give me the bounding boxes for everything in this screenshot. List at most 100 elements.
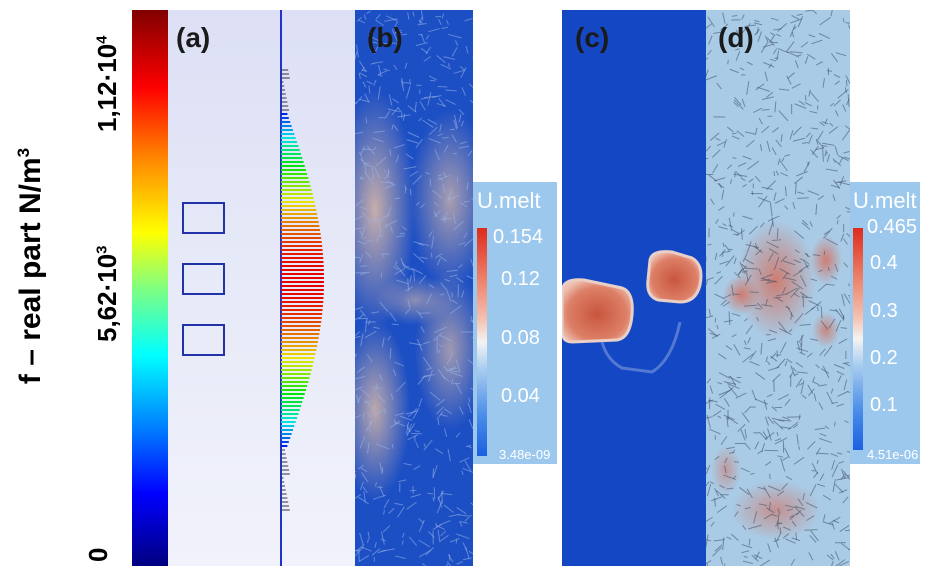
velocity-streak [717,83,722,89]
inductor-coil-2 [183,264,224,294]
panel-b-velocity-field [355,10,473,566]
velocity-streak [811,128,818,129]
velocity-streak [765,462,771,466]
velocity-streak [374,62,383,63]
velocity-streak [759,118,762,124]
velocity-streak [744,340,746,345]
velocity-streak [467,446,472,448]
velocity-streak [717,506,727,513]
velocity-streak [792,84,801,89]
velocity-streak [723,243,724,247]
velocity-streak [746,268,759,269]
velocity-streak [418,118,421,121]
velocity-streak [792,15,799,19]
velocity-streak [784,155,790,157]
velocity-streak [729,218,731,231]
velocity-streak [753,108,761,112]
velocity-streak [832,460,835,470]
velocity-streak [843,497,848,503]
velocity-streak [732,334,737,337]
legend-b-tick-1: 0.12 [501,268,540,291]
velocity-streak [731,534,738,540]
velocity-streak [773,421,783,430]
velocity-streak [452,47,457,56]
velocity-streak [810,92,818,102]
velocity-streak [834,100,841,106]
velocity-streak [398,480,406,482]
velocity-streak [799,415,800,421]
velocity-streak [829,123,832,126]
velocity-streak [361,547,371,551]
velocity-streak [403,113,404,120]
velocity-streak [736,393,747,398]
velocity-streak [389,508,394,513]
velocity-streak [833,158,835,162]
velocity-streak [730,376,736,386]
velocity-streak [755,29,760,35]
velocity-streak [745,443,750,449]
velocity-streak [793,138,805,141]
velocity-streak [714,540,725,541]
velocity-streak [708,17,715,27]
velocity-streak [848,94,849,107]
velocity-streak [826,284,835,285]
velocity-streak [808,389,814,396]
velocity-streak [785,186,786,196]
velocity-streak [775,438,787,444]
velocity-streak [755,128,757,135]
velocity-streak [834,74,840,77]
velocity-streak [765,72,767,81]
velocity-streak [709,175,717,181]
velocity-streak [805,95,806,101]
velocity-streak [793,202,795,209]
velocity-streak [843,105,846,112]
velocity-streak [776,34,781,36]
velocity-streak [822,143,834,145]
velocity-streak [831,10,832,16]
legend-b: U.melt 0.154 0.12 0.08 0.04 3.48e-09 [473,182,557,464]
velocity-streak [358,497,368,504]
velocity-streak [706,417,712,419]
velocity-streak [844,380,847,391]
velocity-streak [814,393,816,401]
velocity-streak [392,324,399,325]
velocity-streak [416,442,418,447]
velocity-streak [770,59,776,61]
velocity-streak [707,244,711,245]
velocity-streak [715,498,716,507]
panel-label-a: (a) [176,22,210,54]
velocity-streak [799,446,800,450]
velocity-streak [355,494,361,500]
velocity-streak [378,71,387,75]
tick-mid-exp: 3 [93,245,110,253]
velocity-streak [813,10,817,14]
velocity-streak [706,535,708,549]
velocity-streak [825,426,829,429]
velocity-streak [766,417,769,426]
velocity-streak [727,417,737,424]
velocity-streak [832,523,834,530]
velocity-streak [729,249,733,250]
velocity-streak [774,171,775,176]
velocity-streak [732,136,740,139]
velocity-streak [813,377,815,383]
velocity-streak [834,364,844,368]
velocity-streak [729,311,730,325]
velocity-streak [823,78,824,87]
velocity-streak [777,432,778,436]
velocity-streak [712,150,720,158]
velocity-streak [767,361,770,364]
velocity-streak [797,55,801,56]
y-axis-label: f – real part N/m3 [14,116,50,416]
velocity-streak [355,317,358,325]
velocity-streak [799,335,804,343]
velocity-streak [368,539,369,543]
velocity-streak [440,535,449,542]
velocity-streak [745,429,746,438]
velocity-streak [845,530,850,531]
velocity-streak [359,555,369,561]
velocity-streak [715,404,725,409]
velocity-streak [724,415,735,420]
panel-d-graphic [706,10,850,566]
velocity-streak [732,158,736,159]
